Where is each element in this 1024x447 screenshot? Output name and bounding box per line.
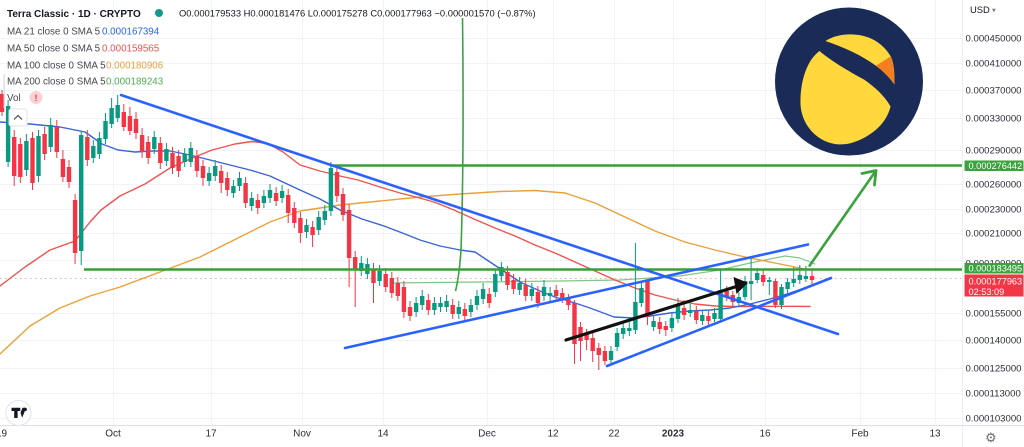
svg-text:0.000370000: 0.000370000 — [966, 85, 1022, 96]
svg-text:Dec: Dec — [478, 429, 496, 440]
svg-text:▾: ▾ — [992, 6, 996, 15]
svg-text:19: 19 — [0, 429, 8, 440]
svg-text:0.000230000: 0.000230000 — [966, 204, 1022, 215]
svg-text:2023: 2023 — [662, 429, 685, 440]
svg-text:0.000125000: 0.000125000 — [966, 363, 1022, 374]
svg-text:0.000113000: 0.000113000 — [966, 388, 1021, 399]
svg-text:0.000189243: 0.000189243 — [106, 77, 164, 88]
svg-text:02:53:09: 02:53:09 — [969, 287, 1005, 297]
svg-text:0.000290000: 0.000290000 — [966, 145, 1022, 156]
svg-text:Nov: Nov — [293, 429, 311, 440]
svg-text:0.000183495: 0.000183495 — [969, 263, 1023, 273]
svg-text:⚙: ⚙ — [985, 430, 997, 445]
svg-text:0.000260000: 0.000260000 — [966, 179, 1022, 190]
svg-text:0.000155000: 0.000155000 — [966, 308, 1022, 319]
svg-text:Oct: Oct — [105, 429, 121, 440]
svg-text:13: 13 — [929, 429, 941, 440]
svg-text:22: 22 — [608, 429, 620, 440]
svg-text:MA 21 close 0 SMA 5: MA 21 close 0 SMA 5 — [7, 27, 101, 38]
svg-text:USD: USD — [970, 4, 990, 15]
svg-text:Feb: Feb — [851, 429, 869, 440]
svg-text:MA 100 close 0 SMA 5: MA 100 close 0 SMA 5 — [7, 61, 106, 72]
svg-text:0.000140000: 0.000140000 — [966, 335, 1022, 346]
svg-text:O0.000179533 H0.000181476 L0.0: O0.000179533 H0.000181476 L0.000175278 C… — [179, 8, 536, 19]
svg-text:Vol: Vol — [7, 93, 21, 104]
svg-text:0.000450000: 0.000450000 — [966, 33, 1022, 44]
svg-text:14: 14 — [377, 429, 389, 440]
svg-text:0.000210000: 0.000210000 — [966, 228, 1022, 239]
svg-text:0.000159565: 0.000159565 — [102, 44, 160, 55]
svg-text:17: 17 — [205, 429, 217, 440]
svg-text:16: 16 — [759, 429, 771, 440]
svg-text:MA 50 close 0 SMA 5: MA 50 close 0 SMA 5 — [7, 44, 101, 55]
svg-text:0.000180906: 0.000180906 — [106, 61, 164, 72]
svg-text:0.000103000: 0.000103000 — [966, 413, 1022, 424]
svg-text:0.000167394: 0.000167394 — [102, 27, 160, 38]
svg-text:0.000330000: 0.000330000 — [966, 113, 1022, 124]
svg-text:0.000410000: 0.000410000 — [966, 58, 1022, 69]
svg-text:MA 200 close 0 SMA 5: MA 200 close 0 SMA 5 — [7, 77, 106, 88]
svg-text:0.000177963: 0.000177963 — [969, 277, 1023, 287]
svg-text:0.000276442: 0.000276442 — [969, 161, 1023, 171]
svg-text:12: 12 — [547, 429, 559, 440]
svg-text:Terra Classic · 1D · CRYPTO: Terra Classic · 1D · CRYPTO — [7, 9, 141, 20]
svg-text:!: ! — [35, 93, 38, 103]
